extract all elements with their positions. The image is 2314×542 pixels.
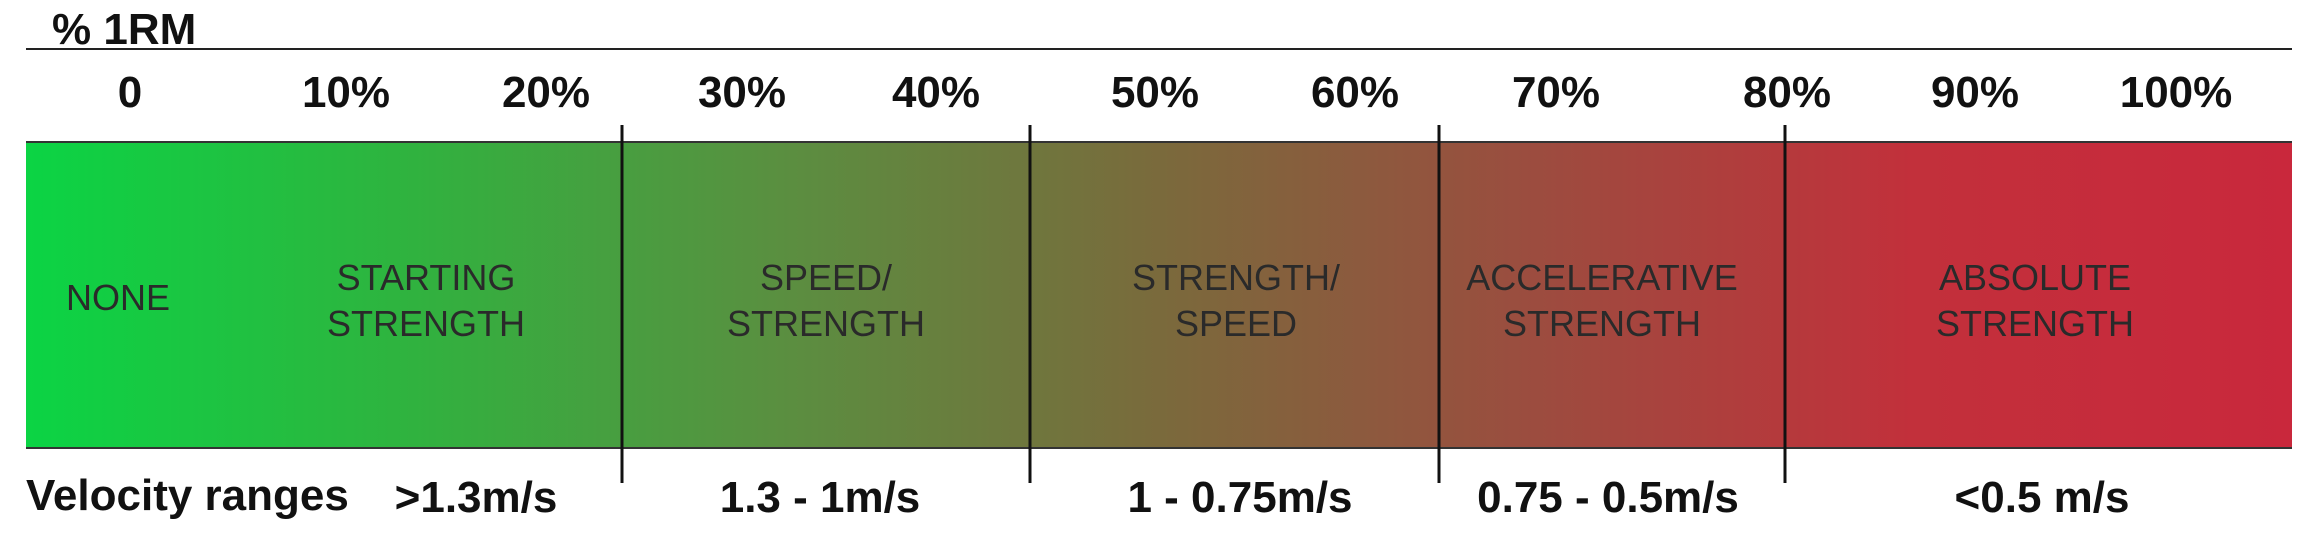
tick-label: 60% [1310,68,1400,117]
tick-label: 100% [2119,68,2233,117]
zone-strength-speed: STRENGTH/ SPEED [1131,257,1340,344]
zone-divider [1028,125,1032,483]
tick-label: 10% [301,68,391,117]
tick-label: 0 [117,68,143,117]
tick-label: 90% [1930,68,2020,117]
velocity-ranges-title: Velocity ranges [26,471,349,520]
tick-label: 50% [1110,68,1200,117]
tick-label: 40% [891,68,981,117]
zone-accelerative-strength: ACCELERATIVE STRENGTH [1466,257,1738,344]
zone-divider [1783,125,1787,483]
zone-speed-strength: SPEED/ STRENGTH [727,257,925,344]
velocity-range: <0.5 m/s [1954,473,2130,522]
zone-starting-strength: STARTING STRENGTH [327,257,525,344]
tick-label: 70% [1511,68,1601,117]
zone-none: NONE [65,277,170,318]
axis-title: % 1RM [52,5,197,54]
tick-label: 20% [501,68,591,117]
velocity-range: 1 - 0.75m/s [1127,473,1353,522]
velocity-range: 0.75 - 0.5m/s [1477,473,1739,522]
tick-label: 30% [697,68,787,117]
top-rule [26,48,2292,50]
gradient-band [26,141,2292,449]
zone-divider [1437,125,1441,483]
zone-absolute-strength: ABSOLUTE STRENGTH [1936,257,2134,344]
zone-divider [620,125,624,483]
velocity-range: >1.3m/s [394,473,558,522]
velocity-range: 1.3 - 1m/s [719,473,921,522]
tick-label: 80% [1742,68,1832,117]
